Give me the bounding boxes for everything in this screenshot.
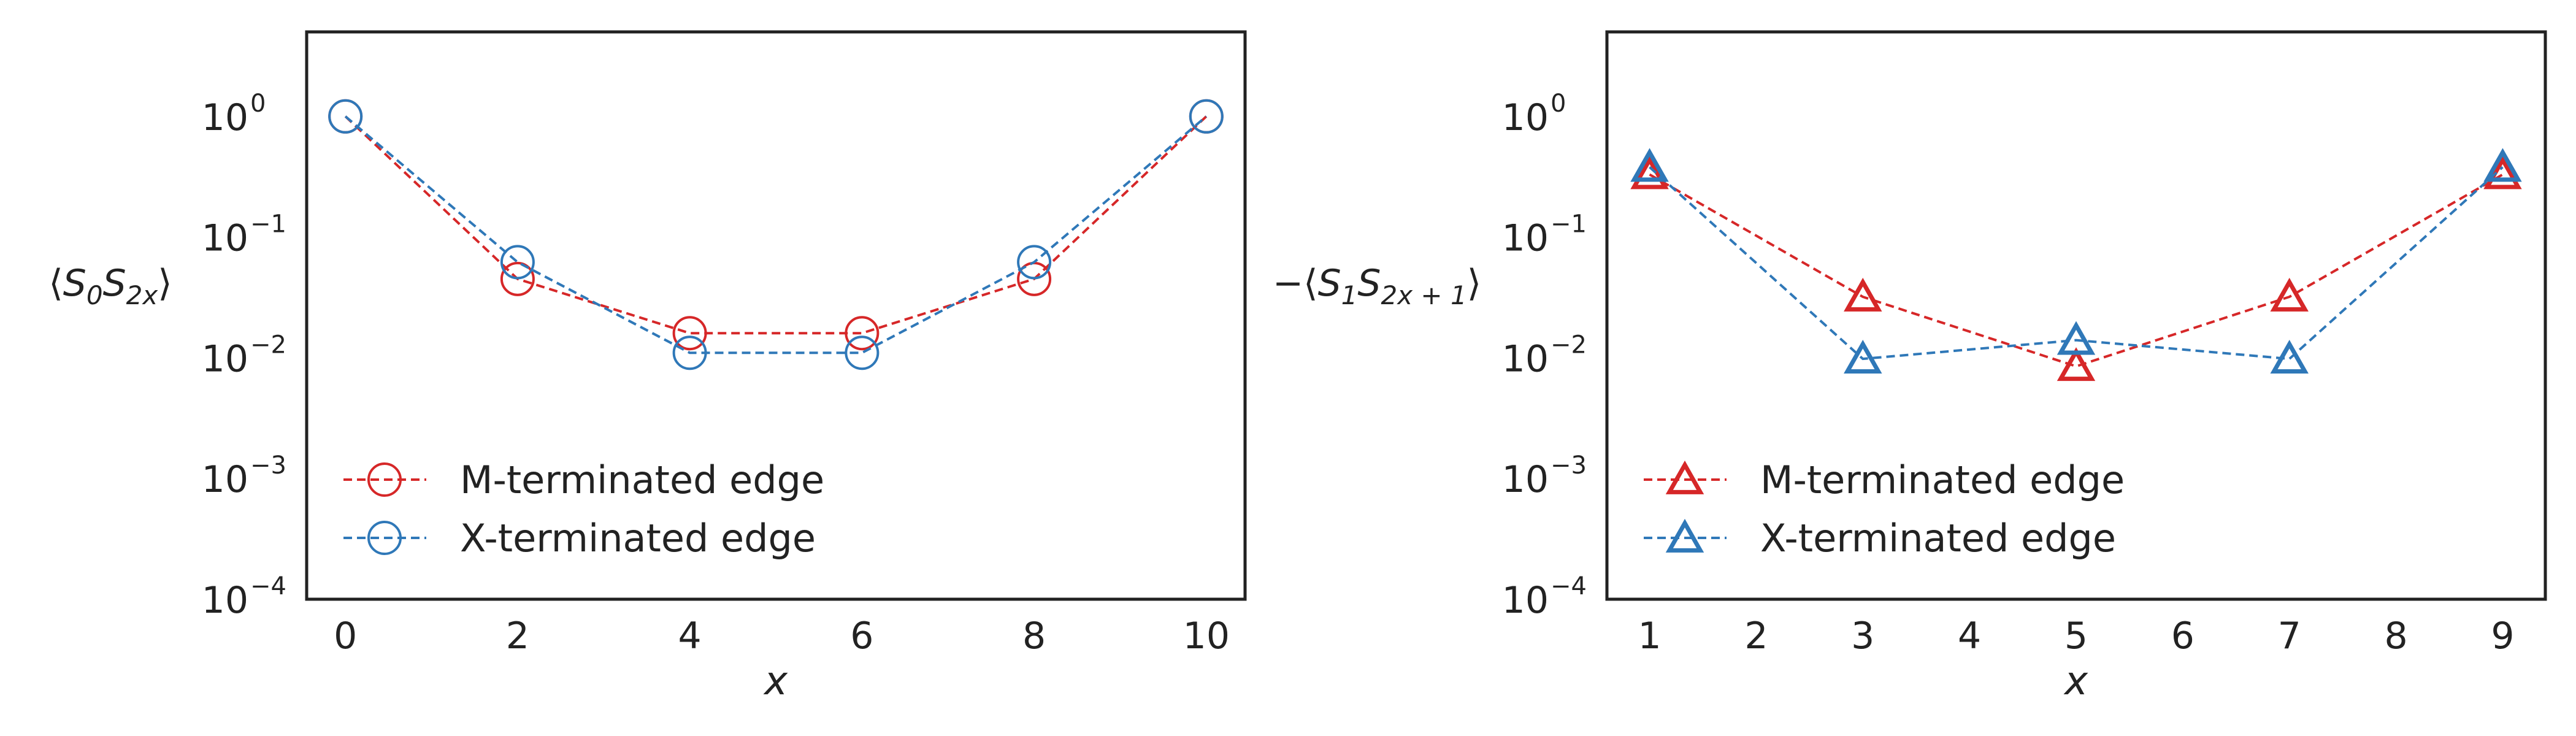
plot-frame bbox=[1605, 30, 2547, 601]
data-point bbox=[1844, 277, 1882, 312]
svg-text:10: 10 bbox=[202, 217, 248, 260]
data-point bbox=[1017, 245, 1052, 280]
x-tick-label: 7 bbox=[2278, 615, 2301, 657]
svg-text:10: 10 bbox=[1502, 337, 1549, 380]
x-tick-label: 6 bbox=[2171, 615, 2195, 657]
data-point bbox=[2483, 148, 2522, 182]
data-point bbox=[1630, 155, 1669, 190]
y-tick-label: 10 −3 bbox=[202, 451, 286, 501]
svg-text:−2: −2 bbox=[1551, 331, 1587, 359]
series-line bbox=[1649, 173, 2504, 368]
svg-text:10: 10 bbox=[1502, 217, 1549, 260]
svg-text:−3: −3 bbox=[1551, 451, 1587, 480]
svg-text:−2: −2 bbox=[250, 331, 286, 359]
legend-label: M-terminated edge bbox=[1760, 458, 2125, 502]
legend-marker bbox=[367, 462, 402, 497]
series-line bbox=[344, 115, 1208, 355]
x-tick-label: 8 bbox=[2384, 615, 2407, 657]
data-point bbox=[500, 261, 535, 296]
plot-frame bbox=[305, 30, 1247, 601]
y-tick-label: 10 −3 bbox=[1502, 451, 1587, 501]
svg-text:−4: −4 bbox=[1551, 572, 1587, 600]
legend-item: M-terminated edge bbox=[343, 458, 824, 502]
svg-text:0: 0 bbox=[250, 90, 266, 118]
y-tick-label: 10 −2 bbox=[202, 331, 286, 380]
series-m-terminated bbox=[1630, 155, 2522, 381]
data-point bbox=[845, 335, 880, 370]
legend-label: M-terminated edge bbox=[460, 458, 824, 502]
series-x-terminated bbox=[328, 99, 1224, 370]
data-point bbox=[845, 316, 880, 351]
data-point bbox=[2057, 321, 2096, 355]
legend-marker bbox=[367, 521, 402, 555]
data-point bbox=[672, 316, 707, 351]
x-tick-label: 4 bbox=[1958, 615, 1981, 657]
data-point bbox=[1844, 340, 1882, 374]
series-line bbox=[344, 115, 1208, 335]
svg-text:10: 10 bbox=[202, 337, 248, 380]
series-line bbox=[1649, 166, 2504, 361]
x-tick-label: 3 bbox=[1851, 615, 1874, 657]
x-tick-label: 10 bbox=[1183, 615, 1230, 657]
x-tick-label: 2 bbox=[506, 615, 529, 657]
legend-marker bbox=[1665, 518, 1704, 553]
data-point bbox=[672, 335, 707, 370]
svg-text:−1: −1 bbox=[1551, 210, 1587, 239]
data-point bbox=[1630, 148, 1669, 182]
series-m-terminated bbox=[328, 99, 1224, 351]
x-tick-label: 1 bbox=[1638, 615, 1661, 657]
svg-text:10: 10 bbox=[1502, 96, 1549, 139]
legend-item: X-terminated edge bbox=[343, 516, 816, 561]
x-tick-label: 8 bbox=[1022, 615, 1046, 657]
data-point bbox=[500, 245, 535, 280]
svg-text:10: 10 bbox=[1502, 458, 1549, 501]
y-tick-label: 10 −1 bbox=[202, 210, 286, 260]
legend: M-terminated edge X-terminated edge bbox=[1644, 458, 2125, 561]
svg-text:10: 10 bbox=[202, 579, 248, 622]
y-axis-label: ⟨S0S2x⟩ bbox=[48, 262, 172, 310]
data-point bbox=[2270, 277, 2309, 312]
x-tick-label: 6 bbox=[850, 615, 873, 657]
legend-marker bbox=[1665, 460, 1704, 494]
svg-text:−1: −1 bbox=[250, 210, 286, 239]
x-tick-label: 2 bbox=[1744, 615, 1768, 657]
x-axis-label: x bbox=[2063, 659, 2088, 704]
data-point bbox=[2270, 340, 2309, 374]
svg-text:0: 0 bbox=[1551, 90, 1566, 118]
y-axis-label: −⟨S1S2x + 1⟩ bbox=[1273, 262, 1481, 310]
svg-text:10: 10 bbox=[202, 96, 248, 139]
x-axis-label: x bbox=[763, 659, 788, 704]
data-point bbox=[1189, 99, 1224, 134]
y-tick-label: 10 0 bbox=[1502, 90, 1566, 139]
y-tick-label: 10 −1 bbox=[1502, 210, 1587, 260]
legend-item: M-terminated edge bbox=[1644, 458, 2125, 502]
y-tick-label: 10 −4 bbox=[202, 572, 286, 622]
legend: M-terminated edge X-terminated edge bbox=[343, 458, 824, 561]
legend-item: X-terminated edge bbox=[1644, 516, 2116, 561]
legend-label: X-terminated edge bbox=[1760, 516, 2116, 561]
data-point bbox=[328, 99, 363, 134]
y-tick-label: 10 −2 bbox=[1502, 331, 1587, 380]
y-tick-label: 10 0 bbox=[202, 90, 266, 139]
y-tick-label: 10 −4 bbox=[1502, 572, 1587, 622]
data-point bbox=[2057, 347, 2096, 381]
svg-text:10: 10 bbox=[1502, 579, 1549, 622]
svg-text:10: 10 bbox=[202, 458, 248, 501]
x-tick-label: 4 bbox=[678, 615, 702, 657]
legend-label: X-terminated edge bbox=[460, 516, 816, 561]
svg-text:−4: −4 bbox=[250, 572, 286, 600]
x-tick-label: 0 bbox=[334, 615, 357, 657]
x-tick-label: 9 bbox=[2491, 615, 2514, 657]
x-tick-label: 5 bbox=[2064, 615, 2088, 657]
series-x-terminated bbox=[1630, 148, 2522, 374]
svg-text:−3: −3 bbox=[250, 451, 286, 480]
